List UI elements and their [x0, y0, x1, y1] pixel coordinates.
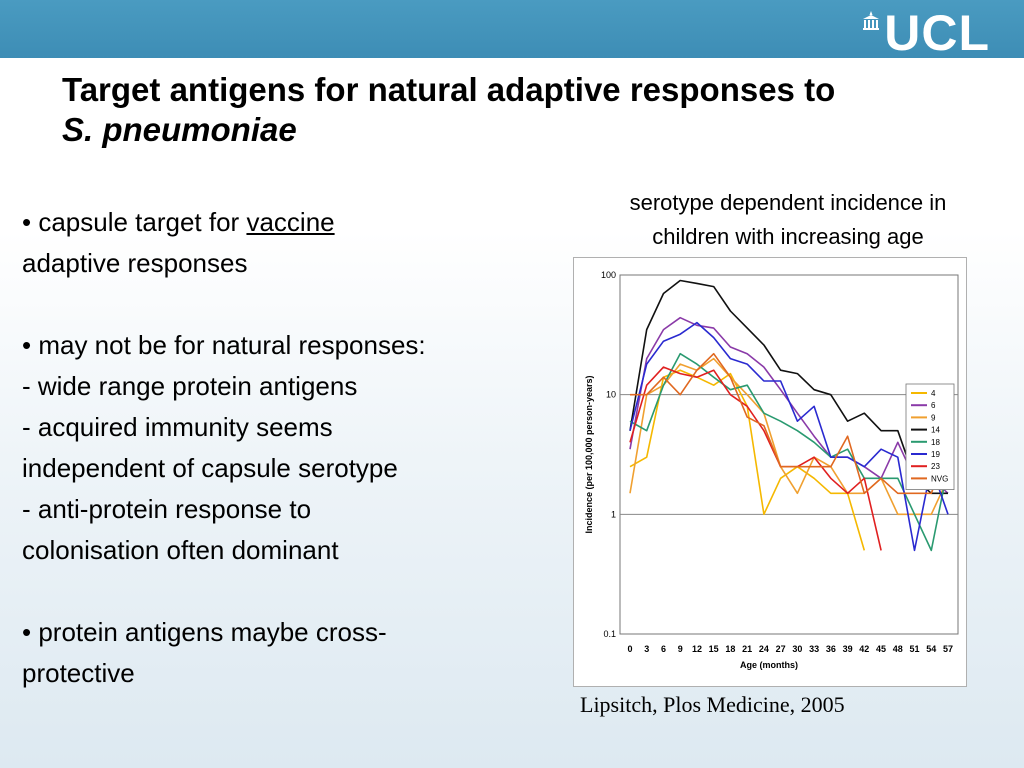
series-line-23: [629, 366, 882, 551]
legend-label-18: 18: [931, 438, 940, 447]
chart-caption: serotype dependent incidence in children…: [568, 186, 1008, 254]
x-tick-label: 0: [627, 644, 632, 654]
series-line-4: [629, 369, 866, 551]
legend-label-14: 14: [931, 426, 940, 435]
title-line-1: Target antigens for natural adaptive res…: [62, 71, 836, 108]
x-tick-label: 48: [893, 644, 903, 654]
bullet-1-underlined: vaccine: [246, 207, 335, 237]
y-tick-label: 10: [606, 390, 616, 400]
legend-label-4: 4: [931, 389, 936, 398]
x-tick-label: 9: [678, 644, 683, 654]
y-tick-label: 0.1: [603, 629, 616, 639]
x-tick-label: 6: [661, 644, 666, 654]
bullet-2-line-2: - wide range protein antigens: [22, 371, 358, 401]
legend-label-23: 23: [931, 462, 940, 471]
x-axis-label: Age (months): [740, 660, 798, 670]
ucl-logo-text: UCL: [884, 5, 990, 61]
legend-label-6: 6: [931, 401, 936, 410]
x-tick-label: 36: [826, 644, 836, 654]
x-tick-label: 24: [759, 644, 769, 654]
series-line-14: [629, 279, 948, 495]
bullet-2: • may not be for natural responses:: [22, 330, 426, 360]
x-tick-label: 33: [809, 644, 819, 654]
x-tick-label: 12: [692, 644, 702, 654]
x-tick-label: 51: [910, 644, 920, 654]
x-tick-label: 54: [926, 644, 936, 654]
bullet-3-line-2: protective: [22, 658, 135, 688]
x-tick-label: 30: [792, 644, 802, 654]
x-tick-label: 18: [725, 644, 735, 654]
portico-icon: [862, 11, 880, 36]
legend-label-9: 9: [931, 413, 936, 422]
x-tick-label: 45: [876, 644, 886, 654]
bullet-list: • capsule target for vaccine adaptive re…: [22, 202, 582, 694]
bullet-1-line-2: adaptive responses: [22, 248, 248, 278]
legend-label-19: 19: [931, 450, 940, 459]
legend-box: [905, 383, 955, 490]
series-line-19: [629, 321, 949, 552]
y-tick-label: 100: [601, 270, 616, 280]
chart-caption-line-1: serotype dependent incidence in: [629, 190, 947, 215]
x-tick-label: 21: [742, 644, 752, 654]
citation: Lipsitch, Plos Medicine, 2005: [580, 692, 845, 717]
spacer: [22, 284, 582, 325]
title-line-2: S. pneumoniae: [62, 111, 297, 148]
x-tick-label: 57: [943, 644, 953, 654]
x-tick-label: 3: [644, 644, 649, 654]
chart-caption-line-2: children with increasing age: [652, 224, 924, 249]
header-bar: UCL: [0, 0, 1024, 58]
bullet-1: • capsule target for vaccine: [22, 202, 582, 243]
ucl-logo: UCL: [862, 6, 990, 58]
incidence-chart: 0.1 1 10 100 0 3 6 9 12 15 18 21 24 27 30 33 36 39 42 45 48 5…: [573, 257, 967, 687]
spacer: [22, 571, 582, 612]
bullet-2-line-3: - acquired immunity seems: [22, 412, 333, 442]
bullet-1-prefix: • capsule target for: [22, 207, 247, 237]
y-tick-label: 1: [611, 509, 616, 519]
series-line-NVG: [630, 352, 949, 495]
x-tick-label: 39: [843, 644, 853, 654]
x-tick-label: 15: [709, 644, 719, 654]
bullet-2-line-6: colonisation often dominant: [22, 535, 339, 565]
slide-title: Target antigens for natural adaptive res…: [62, 70, 1012, 150]
bullet-2-line-5: - anti-protein response to: [22, 494, 312, 524]
y-axis-label: Incidence (per 100,000 person-years): [584, 375, 594, 533]
x-tick-label: 27: [776, 644, 786, 654]
series-line-18: [629, 352, 949, 552]
series-line-9: [629, 357, 949, 516]
legend-label-NVG: NVG: [931, 474, 948, 483]
bullet-2-line-4: independent of capsule serotype: [22, 453, 398, 483]
plot-area-border: [619, 274, 959, 635]
bullet-3: • protein antigens maybe cross-: [22, 617, 387, 647]
x-tick-label: 42: [859, 644, 869, 654]
